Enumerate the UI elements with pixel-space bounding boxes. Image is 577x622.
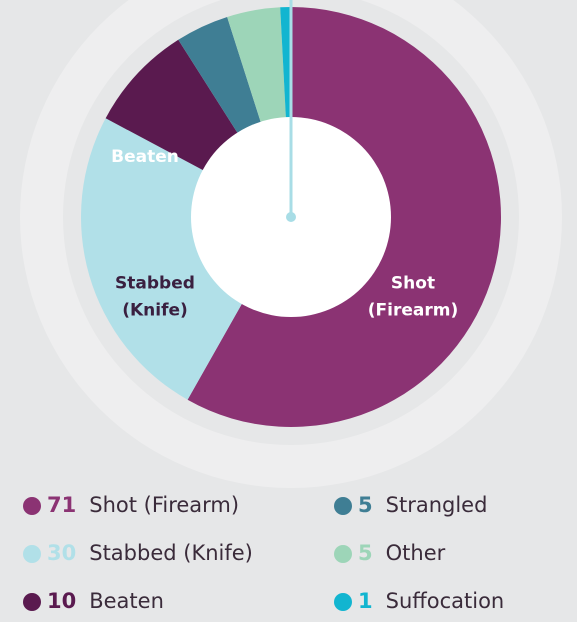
slice xyxy=(80,118,291,400)
slice-label: Shot xyxy=(391,274,435,294)
legend-label: Strangled xyxy=(386,493,488,517)
pointer-dot xyxy=(286,212,296,222)
legend-dot xyxy=(23,545,41,563)
legend-label: Suffocation xyxy=(386,589,505,613)
legend-label: Stabbed (Knife) xyxy=(89,541,253,565)
legend-label: Beaten xyxy=(89,589,164,613)
legend-value: 10 xyxy=(47,589,76,613)
legend-dot xyxy=(23,593,41,611)
legend-dot xyxy=(334,593,352,611)
legend-value: 30 xyxy=(47,541,76,565)
legend-label: Shot (Firearm) xyxy=(89,493,239,517)
slice-label: (Firearm) xyxy=(368,301,458,321)
legend-value: 5 xyxy=(358,493,373,517)
legend-dot xyxy=(23,497,41,515)
slice-label: (Knife) xyxy=(122,301,188,321)
legend-dot xyxy=(334,497,352,515)
slice-label: Beaten xyxy=(111,147,179,167)
legend-value: 71 xyxy=(47,493,76,517)
legend-dot xyxy=(334,545,352,563)
legend-label: Other xyxy=(386,541,446,565)
slice-label: Stabbed xyxy=(115,274,195,294)
legend-value: 1 xyxy=(358,589,373,613)
legend-value: 5 xyxy=(358,541,373,565)
